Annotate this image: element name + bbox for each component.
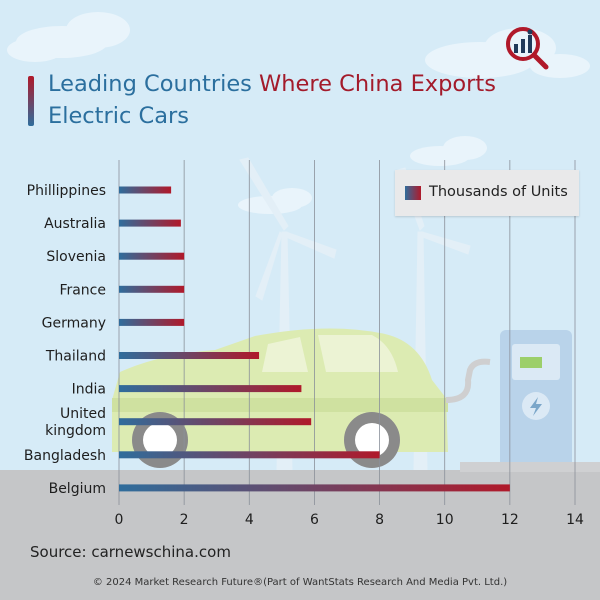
category-label: Bangladesh [24,448,106,464]
x-tick-label: 14 [566,512,584,528]
bar-australia [119,219,181,227]
x-tick-label: 10 [436,512,454,528]
category-labels: Phillippines Australia Slovenia France Germa… [24,183,106,497]
gridlines [118,160,576,505]
legend-swatch [405,186,421,200]
bar-india [119,385,302,393]
category-label: Australia [44,216,106,232]
x-axis-tick-labels: 0 2 4 6 8 10 12 14 [115,512,584,528]
category-label: France [59,282,106,298]
charging-station [445,330,600,472]
copyright-note: © 2024 Market Research Future®(Part of W… [92,577,508,588]
ground [0,470,600,600]
category-label: United kingdom [45,406,106,439]
title-accent-bar [28,76,34,126]
bar-phillippines [119,186,172,194]
title-part-blue-2: Electric Cars [48,103,189,129]
category-label: Thailand [45,349,106,365]
category-label: India [72,382,106,398]
x-tick-label: 0 [115,512,124,528]
x-tick-label: 4 [245,512,254,528]
bar-france [119,285,185,293]
category-label: Germany [42,315,106,331]
bars [119,186,510,492]
x-tick-label: 12 [501,512,519,528]
bar-thailand [119,352,260,359]
title-part-red: Where China Exports [259,71,496,97]
category-label: Belgium [49,481,106,497]
legend: Thousands of Units [395,170,579,216]
bar-germany [119,318,185,326]
bar-slovenia [119,252,185,260]
x-tick-label: 6 [310,512,319,528]
bar-belgium [119,484,510,492]
legend-label: Thousands of Units [429,184,568,200]
x-tick-label: 8 [375,512,384,528]
title-part-blue: Leading Countries [48,71,260,97]
source-note: Source: carnewschina.com [30,543,231,561]
bar-bangladesh [119,451,380,459]
magnifier-bar-chart-icon [506,27,549,70]
bar-united-kingdom [119,418,312,426]
x-tick-label: 2 [180,512,189,528]
category-label: Phillippines [27,183,106,199]
category-label: Slovenia [46,249,106,265]
chart-title: Leading Countries Where China Exports El… [48,68,528,132]
